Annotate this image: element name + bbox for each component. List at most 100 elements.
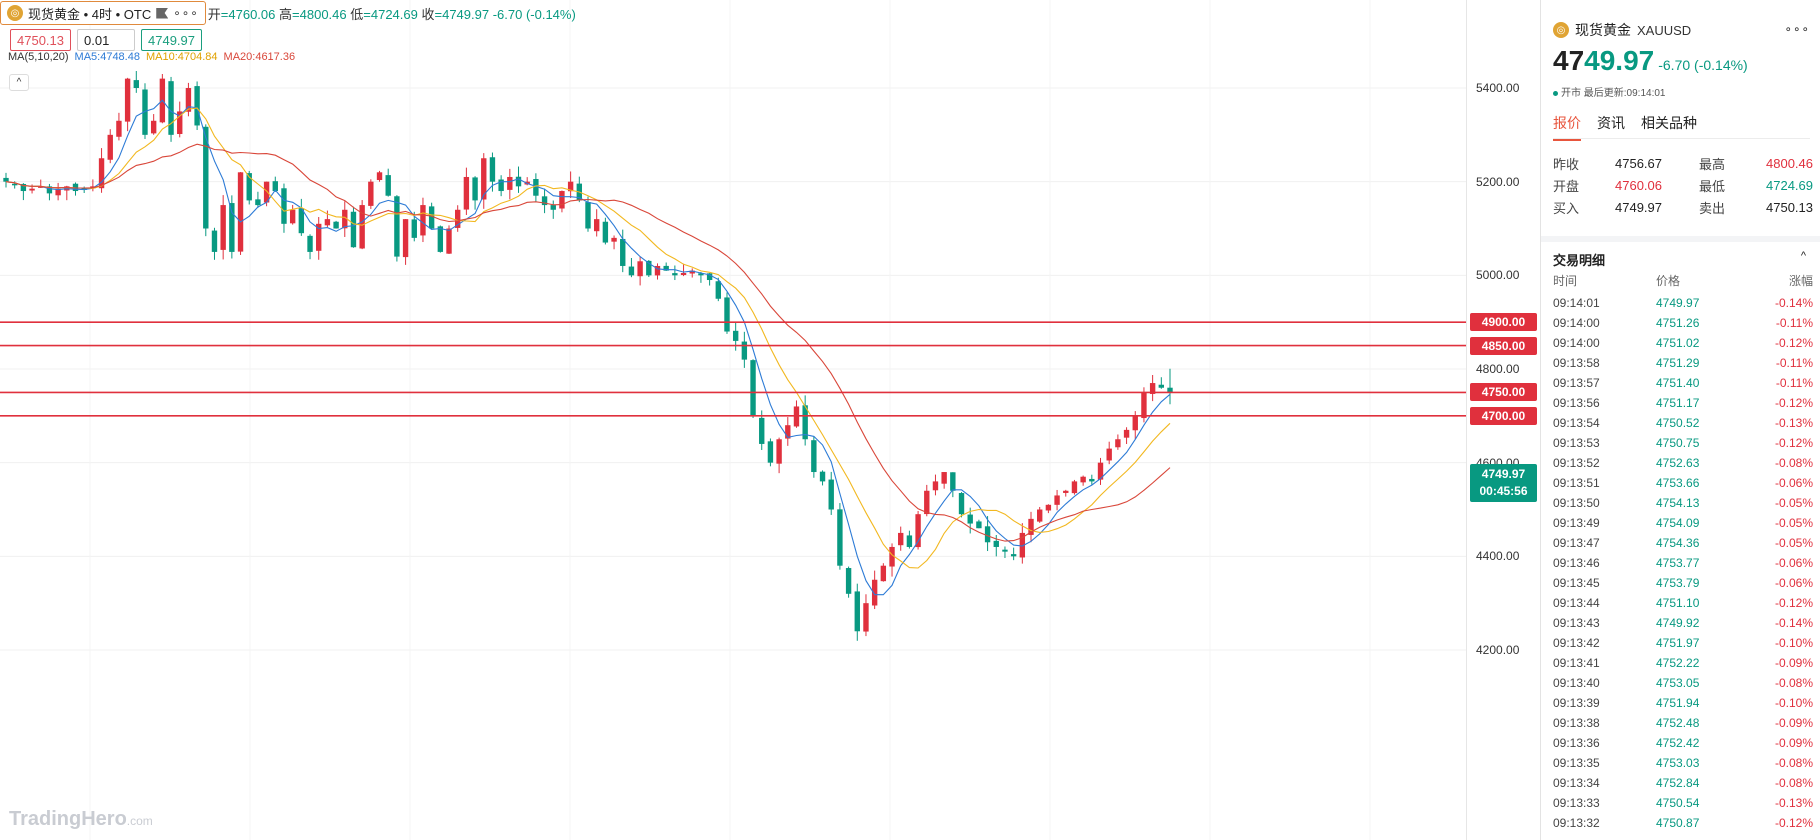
trade-time: 09:13:39 xyxy=(1553,696,1600,710)
candle-body xyxy=(1054,495,1060,505)
quote-stats: 昨收 4756.67 最高 4800.46 开盘 4760.06 最低 4724.69 买入 47… xyxy=(1553,152,1813,218)
trade-row: 09:13:47 4754.36 -0.05% xyxy=(1553,533,1813,553)
trade-time: 09:13:45 xyxy=(1553,576,1600,590)
flag-icon[interactable] xyxy=(156,7,169,19)
candle-body xyxy=(446,228,452,254)
price-level-tag[interactable]: 4750.00 xyxy=(1470,383,1537,402)
symbol-chip[interactable]: ◎ 现货黄金 • 4时 • OTC ∘∘∘ xyxy=(0,1,206,25)
candle-body xyxy=(29,188,35,191)
trade-change: -0.09% xyxy=(1774,656,1813,670)
candle-body xyxy=(1063,490,1069,493)
candle-body xyxy=(924,490,930,515)
candle-body xyxy=(802,405,808,440)
candle-body xyxy=(1045,504,1052,511)
candle-body xyxy=(481,158,487,200)
candle-body xyxy=(871,579,878,606)
trade-price: 4750.87 xyxy=(1656,816,1700,830)
trade-change: -0.12% xyxy=(1774,396,1813,410)
candle-body xyxy=(455,209,461,228)
candle-body xyxy=(272,181,278,192)
trade-price: 4750.75 xyxy=(1656,436,1700,450)
candle-body xyxy=(715,281,721,299)
candle-body xyxy=(237,172,244,252)
candle-body xyxy=(828,479,834,510)
trade-list: 09:14:01 4749.97 -0.14% 09:14:00 4751.26 -0.1… xyxy=(1553,293,1813,833)
trade-time: 09:13:58 xyxy=(1553,356,1600,370)
stat-label: 开盘 xyxy=(1553,178,1580,194)
buy-price-box[interactable]: 4749.97 xyxy=(141,29,202,51)
trade-time: 09:14:00 xyxy=(1553,316,1600,330)
candle-body xyxy=(298,208,305,234)
candle-body xyxy=(932,481,939,491)
quote-symbol: XAUUSD xyxy=(1637,22,1692,38)
lot-size-input[interactable]: 0.01 xyxy=(77,29,135,51)
tab-news[interactable]: 资讯 xyxy=(1597,115,1625,131)
trade-time: 09:13:56 xyxy=(1553,396,1600,410)
trade-price: 4752.22 xyxy=(1656,656,1700,670)
price-level-tag[interactable]: 4900.00 xyxy=(1470,313,1537,332)
status-dot-icon xyxy=(1553,90,1558,96)
candle-body xyxy=(750,360,756,416)
close-value: =4749.97 -6.70 (-0.14%) xyxy=(434,6,576,22)
candle-body xyxy=(845,568,852,594)
candle-body xyxy=(98,158,105,189)
candle-body xyxy=(324,219,331,226)
candle-body xyxy=(1028,518,1034,535)
price-change: -6.70 (-0.14%) xyxy=(1658,57,1748,73)
more-icon[interactable]: ∘∘∘ xyxy=(1784,22,1810,36)
stat-label: 最低 xyxy=(1699,178,1726,194)
tab-related[interactable]: 相关品种 xyxy=(1641,115,1697,131)
candlestick-chart[interactable] xyxy=(0,0,1466,840)
candle-body xyxy=(194,86,200,126)
trade-price: 4750.52 xyxy=(1656,416,1700,430)
trade-change: -0.05% xyxy=(1774,516,1813,530)
candle-body xyxy=(567,181,574,192)
trade-change: -0.08% xyxy=(1774,776,1813,790)
trade-price: 4751.40 xyxy=(1656,376,1700,390)
candle-body xyxy=(507,176,513,190)
candle-body xyxy=(342,209,348,229)
candle-body xyxy=(620,238,626,266)
candle-body xyxy=(898,532,904,546)
candle-body xyxy=(602,221,609,243)
candle-body xyxy=(515,176,522,187)
watermark-suffix: .com xyxy=(126,814,153,828)
gold-coin-icon: ◎ xyxy=(7,5,23,21)
trade-time: 09:13:42 xyxy=(1553,636,1600,650)
trade-row: 09:13:39 4751.94 -0.10% xyxy=(1553,693,1813,713)
candle-body xyxy=(489,157,496,182)
candle-body xyxy=(915,514,921,548)
trade-price: 4753.66 xyxy=(1656,476,1700,490)
gold-coin-icon: ◎ xyxy=(1553,22,1569,38)
candle-body xyxy=(255,199,261,206)
price-level-tag[interactable]: 4850.00 xyxy=(1470,336,1537,355)
more-icon[interactable]: ∘∘∘ xyxy=(173,6,199,20)
candle-body xyxy=(689,270,695,274)
trade-price: 4749.92 xyxy=(1656,616,1700,630)
trade-table-header: 时间 价格 涨幅 xyxy=(1553,272,1813,289)
sell-price-box[interactable]: 4750.13 xyxy=(10,29,71,51)
tab-quote[interactable]: 报价 xyxy=(1553,115,1581,141)
candle-body xyxy=(11,183,18,186)
collapse-trades-icon[interactable]: ^ xyxy=(1800,250,1806,262)
trade-change: -0.09% xyxy=(1774,716,1813,730)
trade-row: 09:13:54 4750.52 -0.13% xyxy=(1553,413,1813,433)
price-level-tag[interactable]: 4700.00 xyxy=(1470,406,1537,425)
trade-time: 09:13:52 xyxy=(1553,456,1600,470)
trade-row: 09:13:32 4750.87 -0.12% xyxy=(1553,813,1813,833)
candle-body xyxy=(837,509,843,566)
quote-header: ◎ 现货黄金 XAUUSD xyxy=(1553,20,1691,40)
candle-body xyxy=(281,188,287,224)
candle-body xyxy=(1097,462,1104,480)
col-time: 时间 xyxy=(1553,274,1578,288)
trade-row: 09:13:50 4754.13 -0.05% xyxy=(1553,493,1813,513)
candle-body xyxy=(741,341,748,360)
candle-body xyxy=(559,191,565,209)
trade-change: -0.08% xyxy=(1774,676,1813,690)
candle-body xyxy=(472,177,478,201)
collapse-legend-button[interactable]: ^ xyxy=(9,74,29,91)
trade-row: 09:13:40 4753.05 -0.08% xyxy=(1553,673,1813,693)
candle-body xyxy=(168,81,174,135)
candle-body xyxy=(220,205,226,250)
chart-area[interactable] xyxy=(0,0,1540,840)
